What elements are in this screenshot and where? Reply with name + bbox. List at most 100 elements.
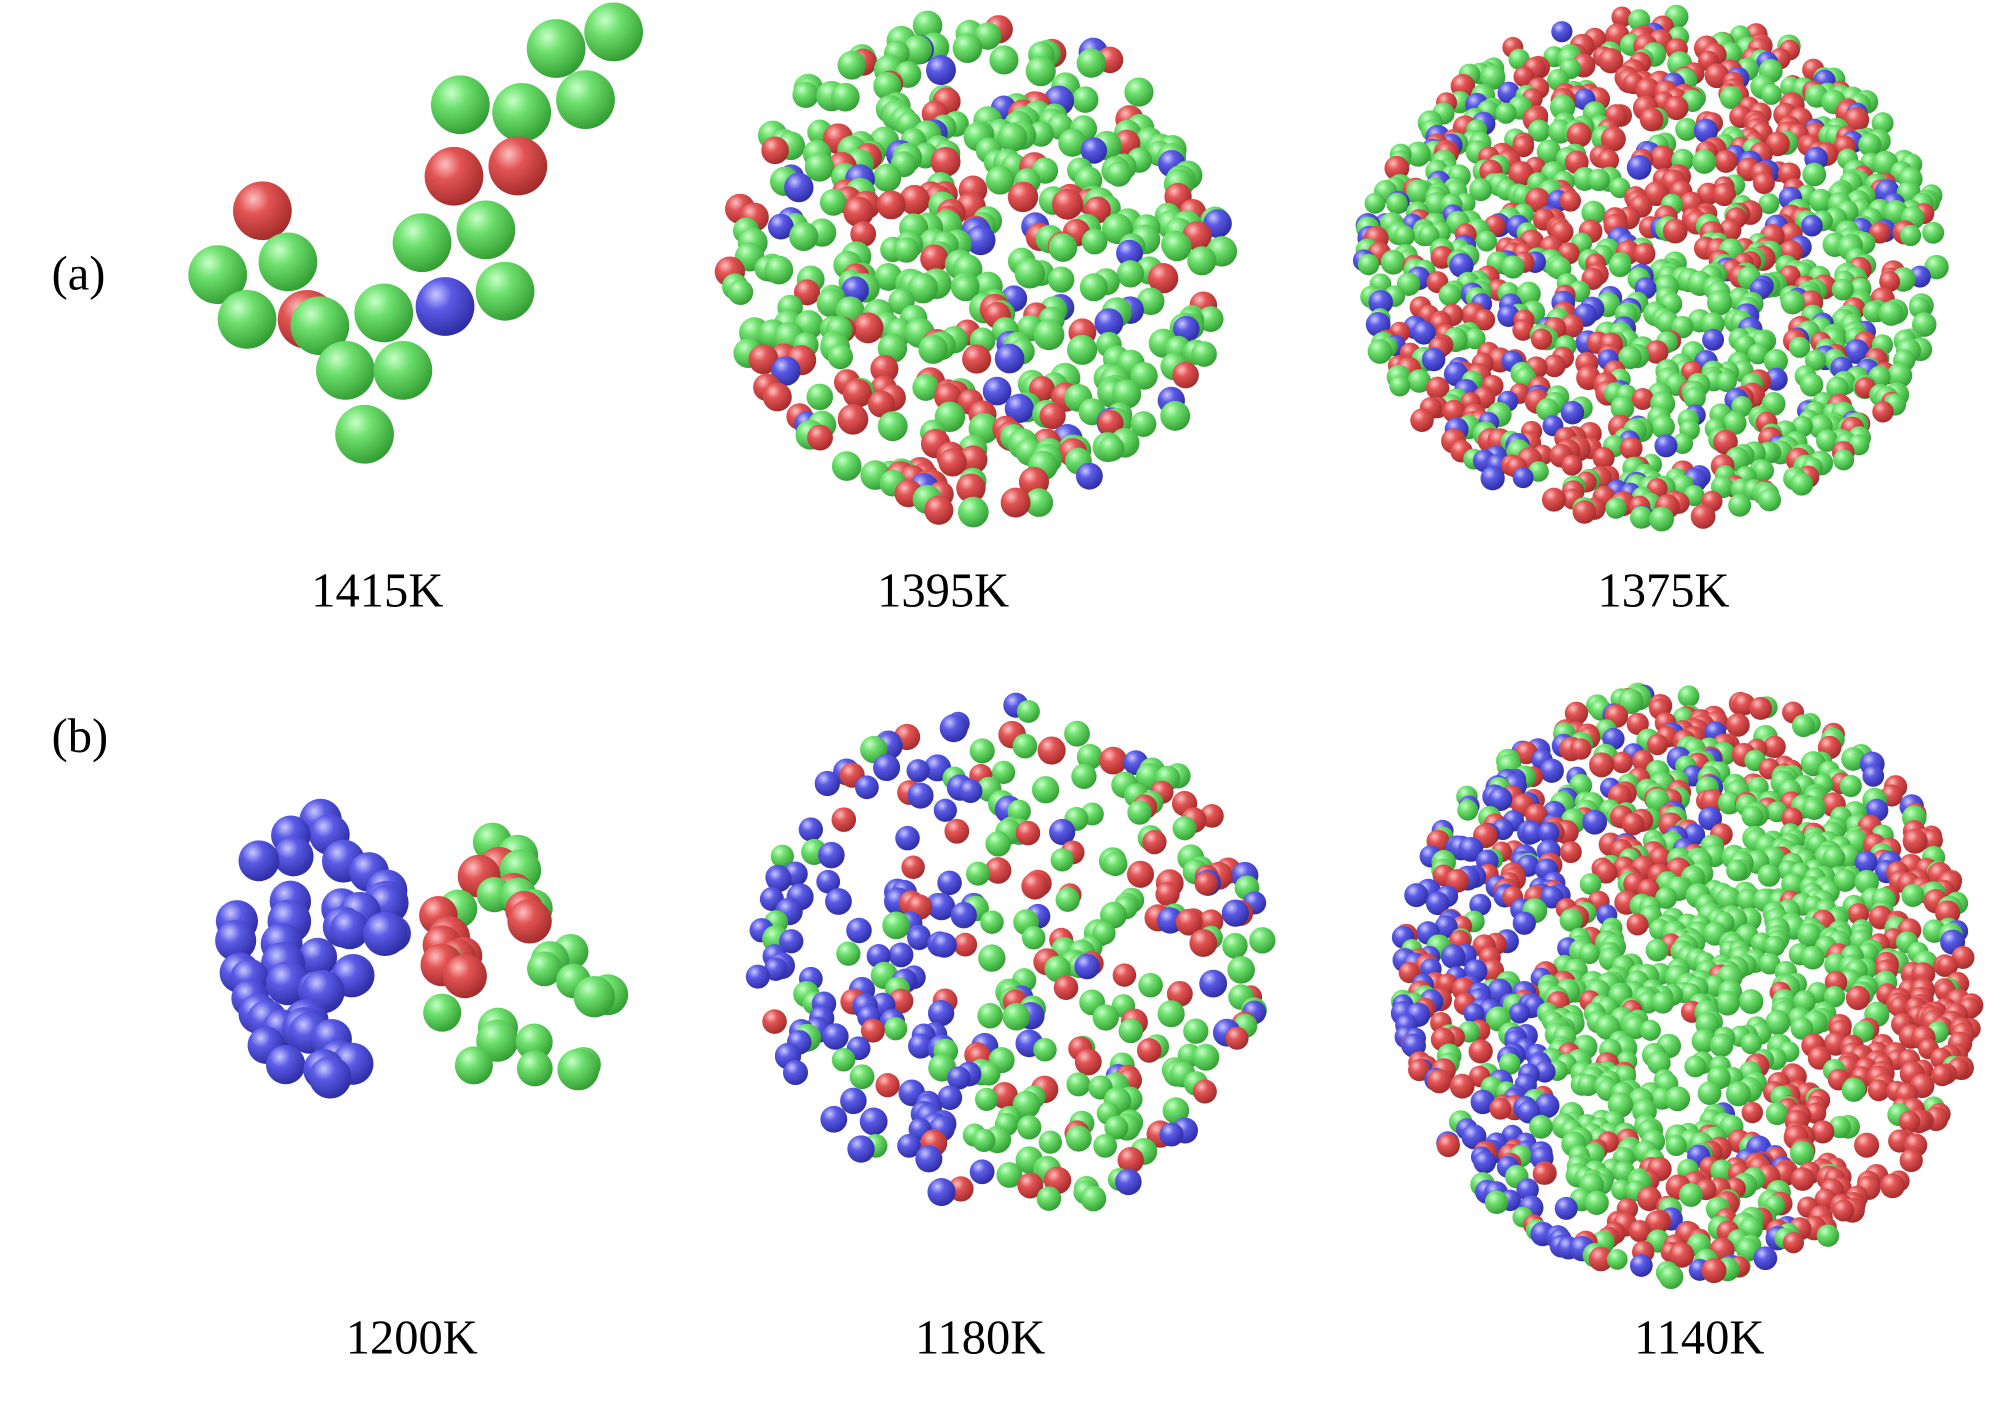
atom	[1736, 888, 1760, 912]
atom	[966, 861, 991, 886]
atom	[1025, 56, 1056, 87]
atom	[748, 344, 779, 375]
atom	[1097, 410, 1124, 436]
atom	[1016, 699, 1040, 723]
atom	[927, 999, 955, 1027]
atom	[1611, 6, 1633, 28]
atom	[965, 225, 996, 256]
atom	[1192, 1079, 1217, 1104]
atom	[985, 165, 1015, 195]
atom	[1841, 1077, 1866, 1102]
atom	[870, 354, 899, 383]
atom	[984, 857, 1012, 884]
atom	[762, 1009, 787, 1034]
atom	[1412, 320, 1436, 345]
atom	[1675, 117, 1699, 141]
atom	[1036, 1186, 1062, 1211]
atom	[771, 356, 801, 386]
atom	[897, 1133, 921, 1158]
atom	[1631, 388, 1654, 411]
atom	[1725, 1081, 1751, 1107]
atom	[1790, 1017, 1814, 1040]
atom	[1781, 807, 1803, 829]
atom	[454, 1046, 493, 1085]
atom	[1633, 242, 1656, 265]
atom	[1726, 859, 1748, 882]
atom	[978, 944, 1006, 972]
atom	[1716, 371, 1737, 392]
atom	[902, 35, 933, 65]
caption: 1375K	[1598, 564, 1730, 617]
atom	[1854, 1132, 1880, 1158]
atom	[859, 1107, 888, 1136]
atom	[1862, 765, 1885, 787]
atom	[1534, 1093, 1560, 1118]
atom	[1051, 188, 1083, 220]
atom	[816, 869, 841, 894]
atom	[952, 275, 979, 302]
atom	[1639, 107, 1664, 132]
atom	[1421, 347, 1446, 372]
atom	[1469, 178, 1493, 202]
atom	[1189, 929, 1218, 957]
atom	[1116, 239, 1143, 267]
atom	[884, 1017, 908, 1041]
atom	[1075, 462, 1103, 490]
atom	[1418, 224, 1440, 246]
atom	[762, 382, 792, 412]
atom	[215, 920, 257, 962]
atom	[1081, 228, 1108, 255]
atom	[1039, 402, 1066, 430]
atom	[1579, 873, 1602, 895]
atom	[1551, 21, 1573, 43]
atom	[1579, 943, 1600, 965]
atom	[1389, 375, 1411, 397]
atom	[745, 964, 770, 989]
atom	[1789, 1141, 1815, 1166]
atom	[1662, 218, 1688, 244]
atom	[1719, 86, 1743, 109]
atom	[793, 279, 821, 306]
atom	[1498, 1053, 1521, 1075]
atom	[1440, 944, 1466, 969]
atom	[308, 1056, 352, 1099]
atom	[1765, 1009, 1791, 1035]
atom	[872, 163, 902, 192]
atom	[761, 136, 789, 165]
atom	[1790, 1167, 1815, 1191]
atom	[1811, 1120, 1835, 1144]
atom	[1692, 149, 1717, 174]
atom	[1014, 258, 1046, 289]
atom	[901, 855, 925, 880]
atom	[1764, 935, 1786, 957]
atom	[1740, 1033, 1762, 1055]
atom	[1540, 885, 1564, 909]
atom	[1012, 733, 1038, 759]
atom	[1880, 1173, 1905, 1199]
atom	[1155, 881, 1180, 907]
atom	[1516, 281, 1541, 306]
atom	[1017, 1172, 1044, 1199]
atom	[1126, 860, 1155, 888]
atom	[820, 1105, 848, 1133]
atom	[1804, 349, 1827, 371]
atom	[1816, 1224, 1840, 1247]
atom	[1404, 883, 1429, 908]
atom	[298, 937, 338, 977]
atom	[1249, 927, 1276, 954]
atom	[1536, 139, 1561, 164]
atom	[1690, 504, 1716, 529]
atom	[1847, 903, 1870, 925]
atom	[1489, 1097, 1512, 1120]
atom	[1067, 334, 1098, 365]
atom	[1225, 1026, 1249, 1050]
atom	[1038, 1130, 1062, 1154]
row-label: (b)	[52, 710, 109, 763]
atom	[1079, 273, 1108, 302]
atom	[1801, 214, 1823, 237]
atom	[1410, 408, 1434, 432]
atom	[1584, 1190, 1609, 1215]
atom	[1710, 1159, 1734, 1183]
atom	[507, 899, 552, 944]
